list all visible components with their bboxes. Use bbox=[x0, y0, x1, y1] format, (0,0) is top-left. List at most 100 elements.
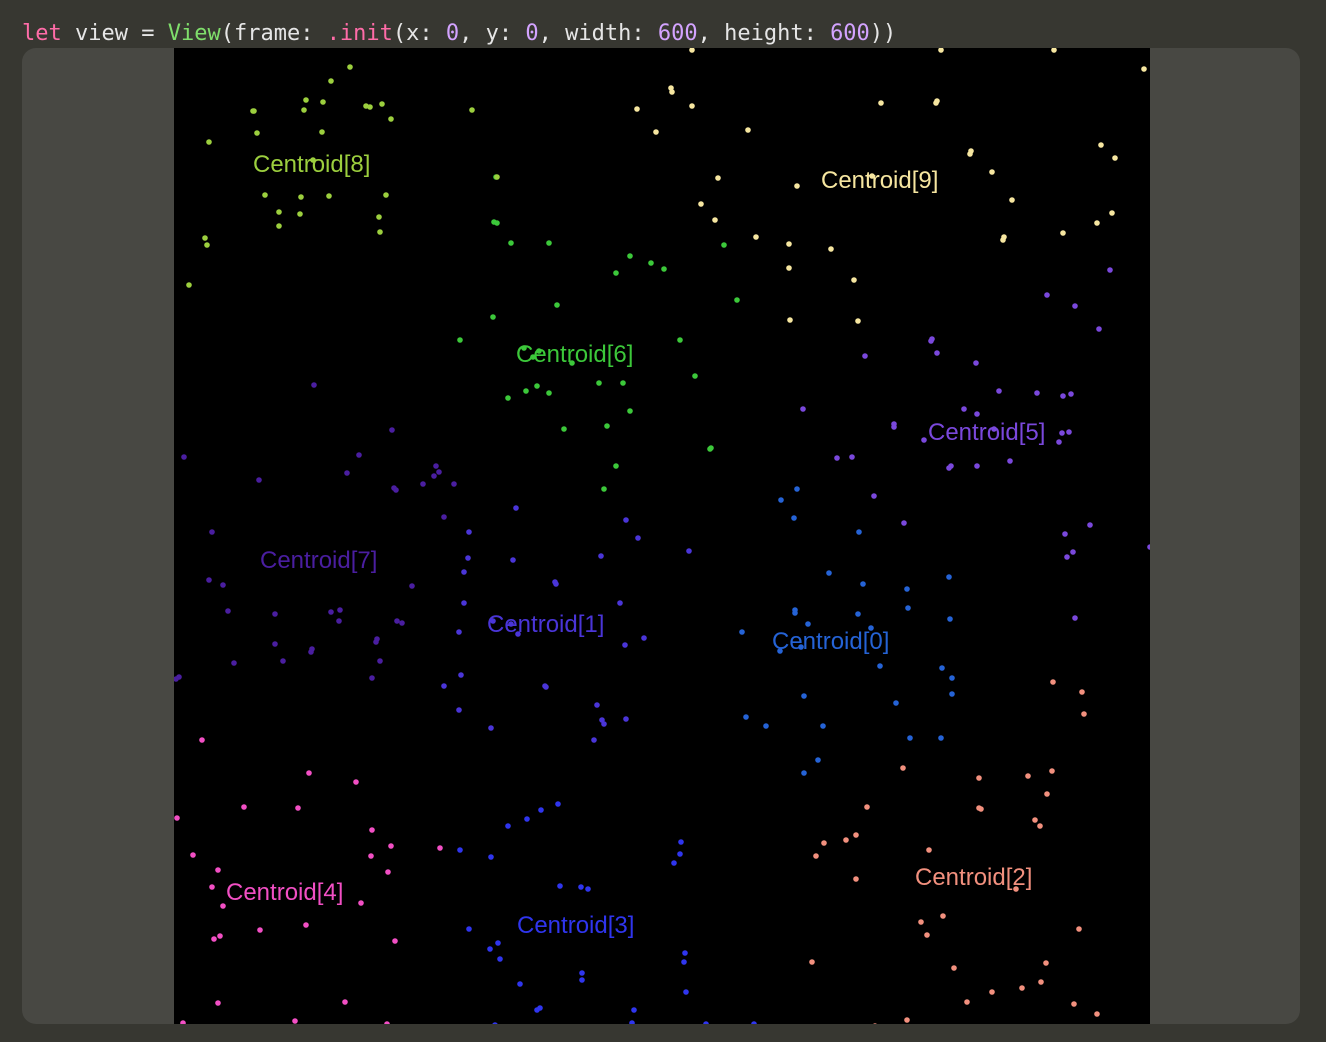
cluster-point bbox=[292, 1018, 298, 1024]
cluster-point bbox=[949, 691, 955, 697]
cluster-point bbox=[1037, 823, 1043, 829]
cluster-point bbox=[521, 345, 527, 351]
cluster-point bbox=[342, 999, 348, 1005]
cluster-point bbox=[497, 956, 503, 962]
cluster-point bbox=[792, 610, 798, 616]
cluster-point bbox=[878, 100, 884, 106]
cluster-point bbox=[1109, 210, 1115, 216]
cluster-point bbox=[800, 406, 806, 412]
cluster-point bbox=[721, 242, 727, 248]
cluster-point bbox=[907, 735, 913, 741]
centroid-label: Centroid[2] bbox=[915, 864, 1032, 891]
cluster-point bbox=[326, 193, 332, 199]
cluster-point bbox=[1096, 326, 1102, 332]
cluster-point bbox=[794, 183, 800, 189]
cluster-point bbox=[1112, 155, 1118, 161]
cluster-point bbox=[946, 574, 952, 580]
cluster-point bbox=[974, 411, 980, 417]
cluster-point bbox=[763, 723, 769, 729]
cluster-point bbox=[280, 658, 286, 664]
cluster-point bbox=[1107, 267, 1113, 273]
cluster-point bbox=[465, 555, 471, 561]
cluster-point bbox=[546, 390, 552, 396]
cluster-point bbox=[537, 1005, 543, 1011]
cluster-point bbox=[989, 989, 995, 995]
cluster-point bbox=[1034, 390, 1040, 396]
cluster-point bbox=[488, 854, 494, 860]
cluster-point bbox=[389, 427, 395, 433]
cluster-3 bbox=[457, 801, 757, 1024]
cluster-point bbox=[217, 933, 223, 939]
cluster-point bbox=[437, 845, 443, 851]
code-arg-y-value: 0 bbox=[525, 21, 539, 46]
cluster-point bbox=[211, 936, 217, 942]
cluster-point bbox=[441, 683, 447, 689]
cluster-point bbox=[678, 839, 684, 845]
cluster-point bbox=[1059, 430, 1065, 436]
code-line: let view = View(frame: .init(x: 0, y: 0,… bbox=[22, 20, 896, 48]
centroid-label: Centroid[7] bbox=[260, 547, 377, 574]
cluster-point bbox=[703, 1021, 709, 1024]
cluster-point bbox=[1062, 531, 1068, 537]
cluster-point bbox=[939, 665, 945, 671]
cluster-point bbox=[712, 217, 718, 223]
cluster-point bbox=[295, 805, 301, 811]
cluster-point bbox=[225, 608, 231, 614]
cluster-point bbox=[623, 716, 629, 722]
cluster-point bbox=[206, 577, 212, 583]
cluster-point bbox=[974, 463, 980, 469]
cluster-point bbox=[344, 470, 350, 476]
cluster-point bbox=[1094, 220, 1100, 226]
cluster-point bbox=[466, 926, 472, 932]
cluster-point bbox=[622, 642, 628, 648]
cluster-point bbox=[918, 919, 924, 925]
cluster-point bbox=[494, 174, 500, 180]
cluster-point bbox=[276, 209, 282, 215]
cluster-point bbox=[491, 219, 497, 225]
cluster-point bbox=[546, 240, 552, 246]
cluster-point bbox=[1072, 303, 1078, 309]
cluster-point bbox=[311, 382, 317, 388]
cluster-point bbox=[524, 816, 530, 822]
cluster-point bbox=[864, 804, 870, 810]
cluster-point bbox=[490, 618, 496, 624]
code-arg-height-value: 600 bbox=[830, 21, 870, 46]
cluster-point bbox=[1009, 197, 1015, 203]
cluster-point bbox=[328, 78, 334, 84]
cluster-point bbox=[1094, 1011, 1100, 1017]
cluster-7 bbox=[174, 382, 457, 682]
cluster-point bbox=[204, 242, 210, 248]
cluster-point bbox=[617, 600, 623, 606]
cluster-point bbox=[648, 260, 654, 266]
cluster-point bbox=[505, 823, 511, 829]
cluster-point bbox=[683, 989, 689, 995]
cluster-point bbox=[505, 395, 511, 401]
cluster-point bbox=[791, 515, 797, 521]
cluster-point bbox=[383, 192, 389, 198]
cluster-point bbox=[777, 648, 783, 654]
cluster-point bbox=[692, 373, 698, 379]
cluster-point bbox=[510, 557, 516, 563]
cluster-point bbox=[873, 1023, 877, 1024]
cluster-point bbox=[631, 1007, 637, 1013]
cluster-point bbox=[215, 1000, 221, 1006]
cluster-point bbox=[1051, 48, 1057, 53]
cluster-point bbox=[681, 959, 687, 965]
cluster-point bbox=[786, 241, 792, 247]
cluster-point bbox=[934, 350, 940, 356]
cluster-point bbox=[801, 693, 807, 699]
cluster-point bbox=[337, 607, 343, 613]
cluster-point bbox=[601, 721, 607, 727]
cluster-point bbox=[585, 886, 591, 892]
cluster-point bbox=[441, 514, 447, 520]
cluster-point bbox=[206, 139, 212, 145]
cluster-point bbox=[174, 815, 180, 821]
cluster-point bbox=[347, 64, 353, 70]
code-arg-height-label: , height: bbox=[697, 21, 831, 46]
cluster-point bbox=[613, 463, 619, 469]
cluster-point bbox=[555, 801, 561, 807]
cluster-point bbox=[798, 644, 804, 650]
cluster-point bbox=[466, 529, 472, 535]
cluster-point bbox=[809, 959, 815, 965]
cluster-point bbox=[377, 658, 383, 664]
